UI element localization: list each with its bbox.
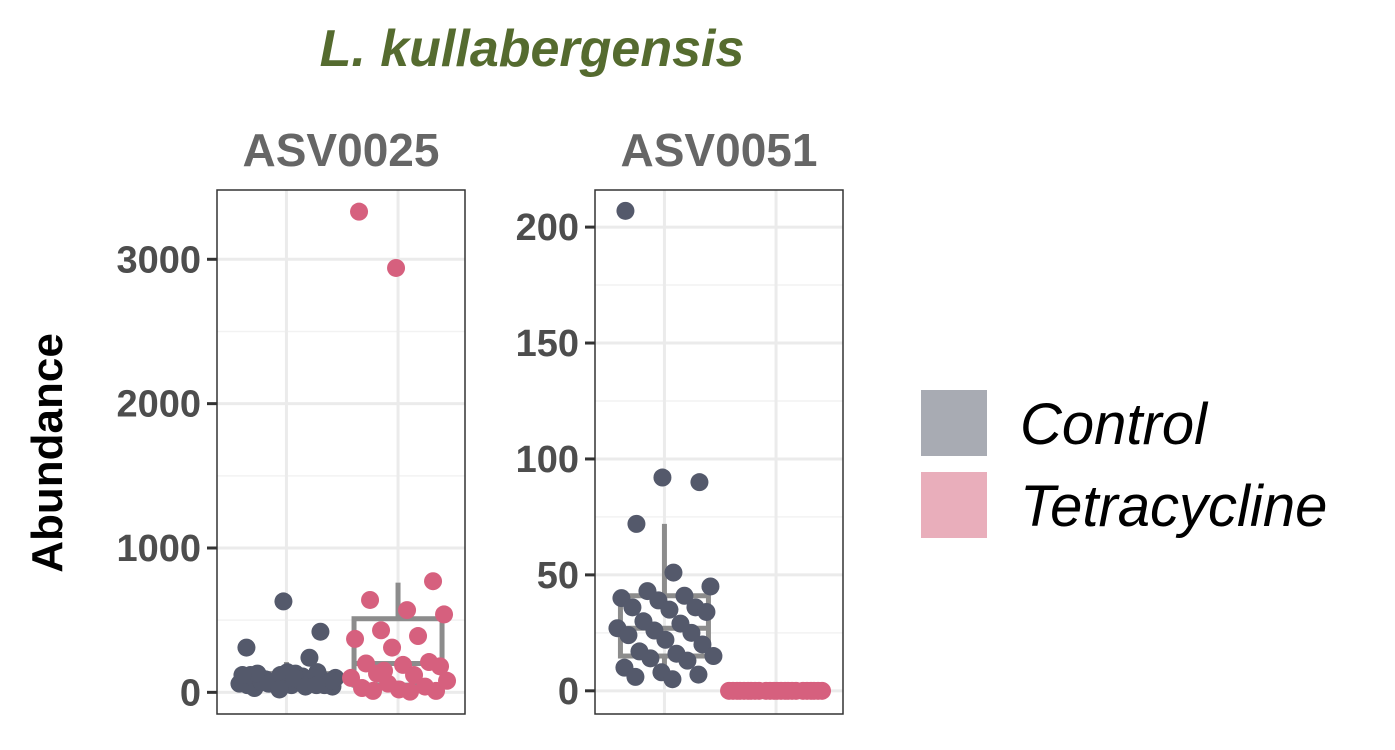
- data-point: [307, 676, 326, 695]
- data-point: [270, 680, 289, 699]
- data-point: [663, 670, 682, 689]
- data-point: [300, 648, 319, 667]
- data-point: [409, 627, 428, 646]
- data-point: [619, 626, 638, 645]
- legend-label: Control: [1020, 392, 1209, 457]
- data-point: [701, 577, 720, 596]
- y-axis-label: Abundance: [23, 333, 72, 573]
- panel-border: [216, 189, 466, 715]
- facet-label: ASV0025: [243, 124, 440, 176]
- data-point: [322, 671, 341, 690]
- legend-label: Tetracycline: [1020, 474, 1327, 539]
- facet-panel: ASV0051 0 50 100 150 200: [516, 124, 844, 715]
- legend-key: [921, 472, 987, 538]
- data-point: [424, 572, 443, 591]
- data-point: [779, 681, 798, 700]
- data-point: [372, 621, 391, 640]
- data-point: [664, 563, 683, 582]
- data-point: [805, 681, 824, 700]
- data-point: [697, 602, 716, 621]
- data-point: [689, 665, 708, 684]
- chart-title: L. kullabergensis: [320, 20, 745, 78]
- data-point: [693, 635, 712, 654]
- data-point: [435, 605, 454, 624]
- data-point: [401, 682, 420, 701]
- data-point: [690, 473, 709, 492]
- data-point: [431, 657, 450, 676]
- data-point: [660, 600, 679, 619]
- data-point: [387, 258, 406, 277]
- facet-panel: ASV0025 0 1000 2000 3000: [116, 124, 466, 715]
- data-point: [675, 586, 694, 605]
- legend: Control Tetracycline: [921, 390, 1327, 539]
- data-point: [383, 638, 402, 657]
- data-point: [375, 661, 394, 680]
- data-point: [398, 601, 417, 620]
- y-tick-label: 150: [516, 323, 579, 365]
- data-point: [656, 630, 675, 649]
- data-point: [682, 623, 701, 642]
- data-point: [364, 681, 383, 700]
- y-tick-label: 200: [516, 207, 579, 249]
- y-tick-label: 3000: [116, 239, 201, 281]
- y-tick-label: 2000: [116, 384, 201, 426]
- data-point: [350, 202, 369, 221]
- data-point: [361, 590, 380, 609]
- data-point: [653, 468, 672, 487]
- data-point: [623, 598, 642, 617]
- data-point: [233, 666, 252, 685]
- y-tick-label: 100: [516, 439, 579, 481]
- data-point: [616, 201, 635, 220]
- data-point: [274, 592, 293, 611]
- data-point: [237, 638, 256, 657]
- y-tick-label: 0: [180, 672, 201, 714]
- y-tick-label: 50: [537, 555, 579, 597]
- data-point: [641, 649, 660, 668]
- panel-border: [594, 189, 844, 715]
- data-point: [678, 651, 697, 670]
- data-point: [346, 629, 365, 648]
- facet-label: ASV0051: [621, 124, 818, 176]
- data-point: [405, 666, 424, 685]
- y-tick-label: 1000: [116, 528, 201, 570]
- legend-key: [921, 390, 987, 456]
- y-tick-label: 0: [558, 671, 579, 713]
- facet-panels: ASV0025 0 1000 2000 3000 ASV0051 0 50 100 150 200: [116, 124, 844, 715]
- data-point: [438, 671, 457, 690]
- data-point: [704, 647, 723, 666]
- data-point: [742, 681, 761, 700]
- data-point: [311, 622, 330, 641]
- data-point: [627, 514, 646, 533]
- data-point: [626, 667, 645, 686]
